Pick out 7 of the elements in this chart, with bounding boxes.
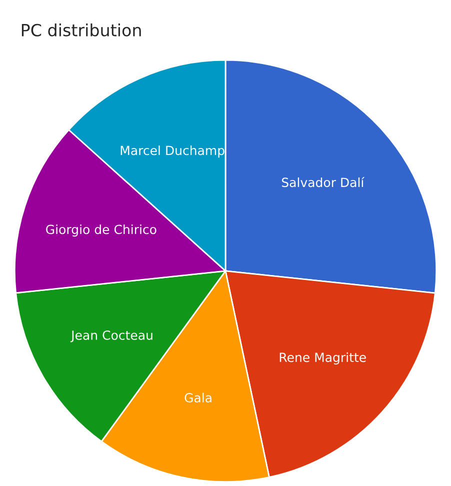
slice-label: Gala bbox=[184, 392, 212, 402]
slice-label: Marcel Duchamp bbox=[120, 145, 224, 158]
slice-label: Rene Magritte bbox=[280, 352, 366, 365]
slice-label: Giorgio de Chirico bbox=[46, 224, 156, 237]
chart-title: PC distribution bbox=[22, 24, 141, 36]
slice-label: Salvador Dalí bbox=[282, 176, 365, 188]
slice-label: Jean Cocteau bbox=[70, 330, 152, 342]
